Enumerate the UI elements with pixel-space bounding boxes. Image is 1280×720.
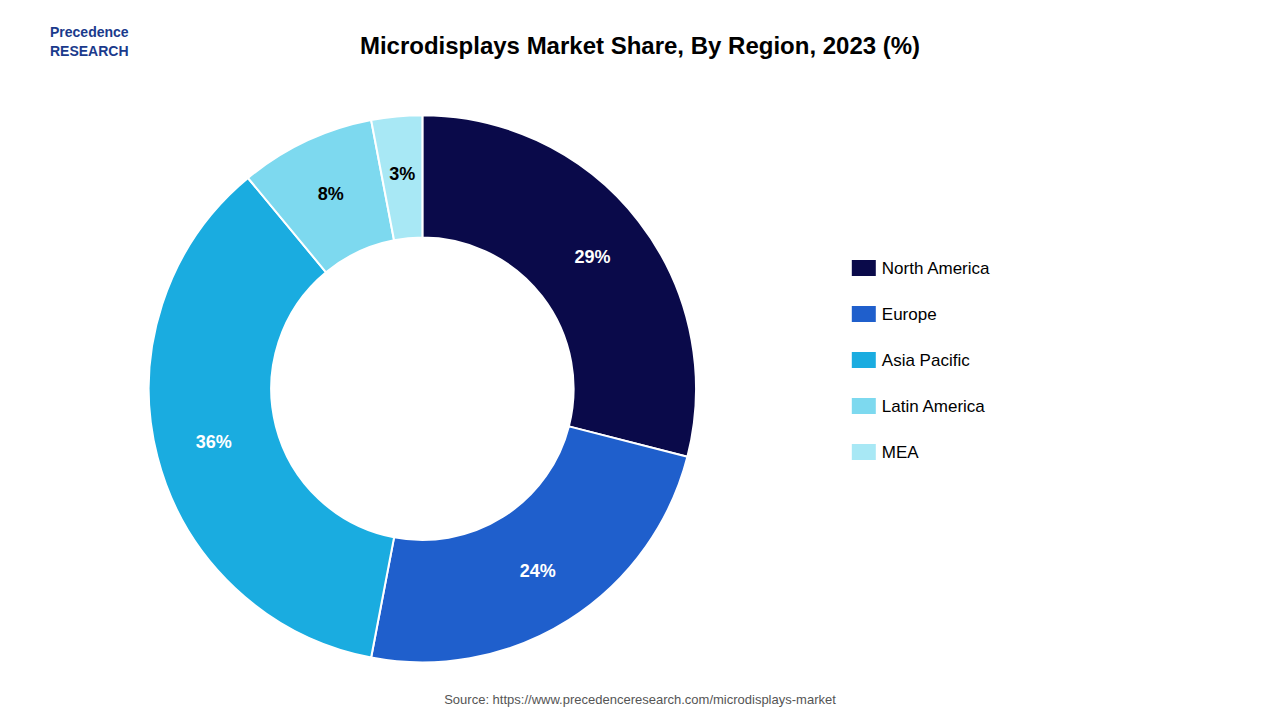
svg-text:Source: https://www.precedence: Source: https://www.precedenceresearch.c… bbox=[444, 692, 836, 707]
svg-text:8%: 8% bbox=[318, 184, 344, 204]
svg-text:Asia Pacific: Asia Pacific bbox=[882, 351, 970, 370]
svg-text:Latin America: Latin America bbox=[882, 397, 986, 416]
svg-text:North America: North America bbox=[882, 259, 990, 278]
svg-text:3%: 3% bbox=[389, 164, 415, 184]
svg-text:36%: 36% bbox=[196, 432, 232, 452]
svg-text:MEA: MEA bbox=[882, 443, 920, 462]
svg-text:Precedence: Precedence bbox=[50, 24, 129, 40]
svg-text:24%: 24% bbox=[520, 561, 556, 581]
svg-text:29%: 29% bbox=[575, 247, 611, 267]
svg-text:Microdisplays Market Share, By: Microdisplays Market Share, By Region, 2… bbox=[360, 32, 920, 59]
svg-text:RESEARCH: RESEARCH bbox=[50, 43, 129, 59]
svg-text:Europe: Europe bbox=[882, 305, 937, 324]
